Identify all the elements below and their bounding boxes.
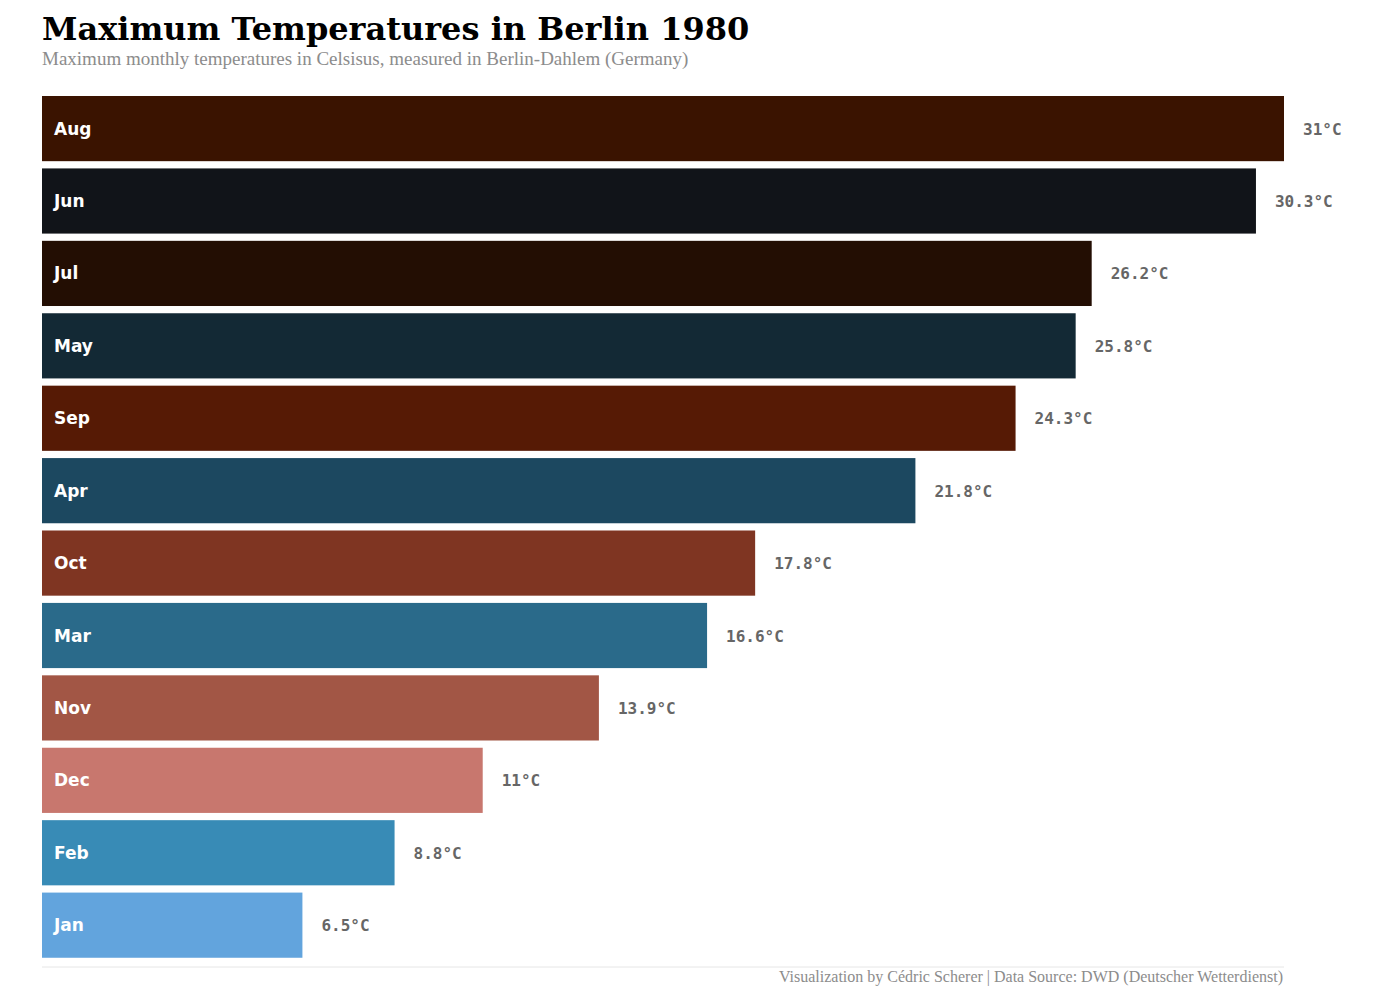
chart-svg: Maximum Temperatures in Berlin 1980Maxim… — [0, 0, 1400, 1000]
data-label: 13.9°C — [618, 699, 676, 718]
bar — [42, 386, 1016, 451]
category-label: Apr — [54, 481, 88, 501]
category-label: Jul — [53, 263, 78, 283]
bars — [42, 96, 1284, 958]
bar — [42, 313, 1076, 378]
bar — [42, 820, 395, 885]
data-label: 17.8°C — [774, 554, 832, 573]
category-label: Oct — [54, 553, 87, 573]
title: Maximum Temperatures in Berlin 1980 — [42, 10, 749, 48]
category-label: May — [54, 336, 93, 356]
bar — [42, 603, 707, 668]
bar — [42, 893, 302, 958]
bar — [42, 675, 599, 740]
category-label: Aug — [54, 119, 91, 139]
category-label: Dec — [54, 770, 90, 790]
data-label: 30.3°C — [1275, 192, 1333, 211]
data-label: 21.8°C — [934, 482, 992, 501]
data-label: 26.2°C — [1111, 264, 1169, 283]
data-label: 8.8°C — [414, 844, 462, 863]
data-label: 24.3°C — [1035, 409, 1093, 428]
chart-container: Maximum Temperatures in Berlin 1980Maxim… — [0, 0, 1400, 1000]
data-label: 11°C — [502, 771, 541, 790]
category-label: Jun — [53, 191, 85, 211]
data-label: 25.8°C — [1095, 337, 1153, 356]
category-label: Nov — [54, 698, 91, 718]
bar — [42, 531, 755, 596]
bar — [42, 96, 1284, 161]
caption: Visualization by Cédric Scherer | Data S… — [779, 968, 1283, 986]
subtitle: Maximum monthly temperatures in Celsisus… — [42, 48, 688, 70]
data-label: 16.6°C — [726, 627, 784, 646]
data-label: 6.5°C — [321, 916, 369, 935]
bar — [42, 748, 483, 813]
category-label: Mar — [54, 626, 91, 646]
category-label: Feb — [54, 843, 89, 863]
category-label: Jan — [53, 915, 84, 935]
bar — [42, 168, 1256, 233]
category-label: Sep — [54, 408, 90, 428]
bar — [42, 458, 915, 523]
bar — [42, 241, 1092, 306]
labels: Aug 31°C Jun 30.3°C Jul 26.2°C May 25.8°C Sep 24.… — [53, 119, 1342, 936]
data-label: 31°C — [1303, 120, 1342, 139]
